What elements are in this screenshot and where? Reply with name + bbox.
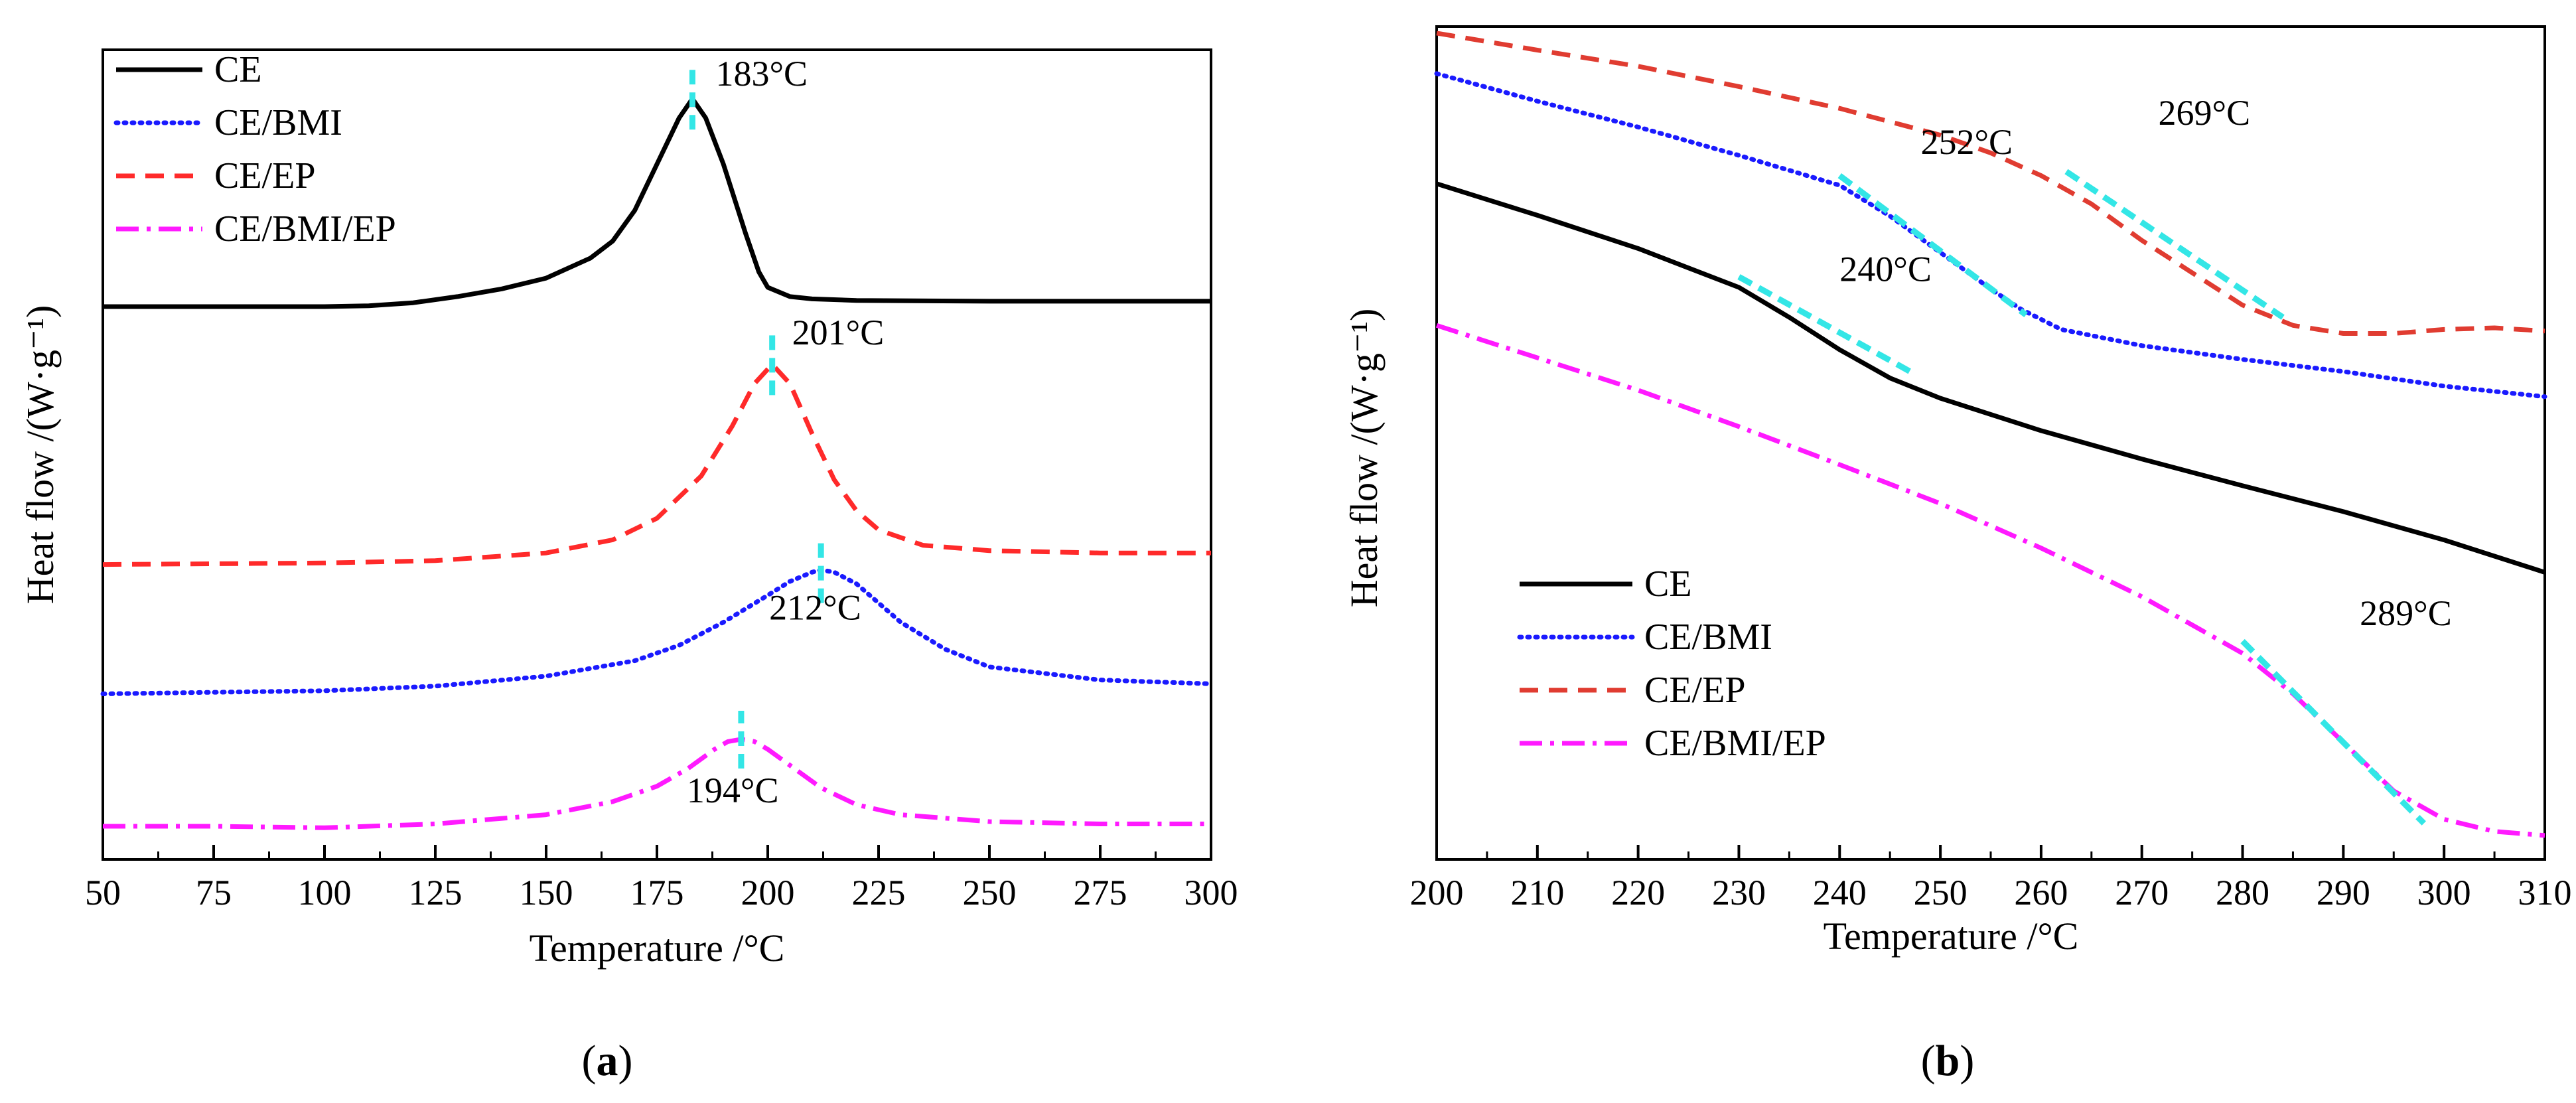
legend-label: CE/BMI (214, 102, 342, 143)
x-tick-label: 280 (2216, 873, 2269, 913)
x-tick-label: 260 (2014, 873, 2068, 913)
x-tick-label: 150 (520, 873, 573, 913)
legend-label: CE (1644, 563, 1692, 605)
annotation-label: 269°C (2159, 93, 2251, 133)
annotation-label: 240°C (1839, 250, 1932, 289)
markers-layer-a (689, 68, 824, 769)
annotation-label: 252°C (1920, 122, 2013, 162)
x-tick-label: 275 (1074, 873, 1127, 913)
x-tick-label: 100 (298, 873, 352, 913)
peak-marker (2240, 638, 2427, 826)
x-tick-label: 175 (630, 873, 684, 913)
legend-b: CE CE/BMI CE/EP CE/BMI/EP (1517, 563, 1826, 764)
legend-label: CE/EP (214, 155, 315, 196)
x-axis-title-a: Temperature /°C (530, 926, 785, 970)
annotation-label: 194°C (687, 771, 779, 810)
series-line-ce-bmi-ep (1435, 323, 2545, 838)
x-tick-label: 200 (741, 873, 795, 913)
x-tick-label: 75 (196, 873, 232, 913)
legend-label: CE/BMI/EP (214, 208, 396, 250)
x-tick-label: 300 (2417, 873, 2471, 913)
series-line-ce-bmi (1434, 71, 2547, 400)
legend-a: CE CE/BMI CE/EP CE/BMI/EP (113, 49, 396, 250)
x-tick-label: 50 (85, 873, 121, 913)
y-axis-title-b: Heat flow /(W·g⁻¹) (1342, 309, 1386, 608)
x-tick-label: 270 (2115, 873, 2169, 913)
annotation-label: 289°C (2360, 593, 2452, 633)
series-layer-a (100, 96, 1214, 830)
x-ticks-b: 200 210 220 230 240 250 260 270 280 290 300 310 (1410, 845, 2572, 913)
x-tick-label: 290 (2317, 873, 2370, 913)
x-axis-title-b: Temperature /°C (1824, 915, 2079, 958)
peak-marker (1737, 274, 1912, 374)
x-tick-label: 225 (852, 873, 906, 913)
series-line-ce (103, 96, 1211, 309)
annotations-layer-a: 183°C 201°C 212°C 194°C (687, 54, 884, 810)
panel-label-b: (b) (1921, 1037, 1975, 1085)
x-tick-label: 240 (1813, 873, 1867, 913)
annotation-label: 183°C (715, 54, 808, 94)
x-tick-label: 210 (1510, 873, 1564, 913)
series-line-ce-bmi-ep (103, 737, 1211, 830)
legend-label: CE/BMI (1644, 617, 1772, 658)
x-tick-label: 300 (1184, 873, 1238, 913)
annotations-layer-b: 240°C 252°C 269°C 289°C (1839, 93, 2452, 633)
legend-label: CE/BMI/EP (1644, 723, 1826, 764)
panel-a: 50 75 100 125 150 175 200 225 250 275 300 183°C 201… (19, 48, 1238, 1085)
peak-marker (1837, 173, 2028, 318)
peak-marker (2064, 169, 2285, 320)
series-line-ce-ep (1436, 31, 2545, 336)
x-tick-label: 250 (963, 873, 1017, 913)
y-axis-title-a: Heat flow /(W·g⁻¹) (19, 305, 62, 605)
panel-label-a: (a) (582, 1037, 633, 1085)
legend-label: CE (214, 49, 262, 90)
x-tick-label: 125 (409, 873, 463, 913)
x-tick-label: 200 (1410, 873, 1464, 913)
series-line-ce-bmi (100, 567, 1214, 696)
annotation-label: 201°C (792, 313, 885, 352)
x-tick-label: 250 (1914, 873, 1968, 913)
series-layer-b (1434, 31, 2547, 838)
markers-layer-b (1737, 169, 2427, 826)
x-ticks-a: 50 75 100 125 150 175 200 225 250 275 300 (85, 845, 1238, 913)
annotation-label: 212°C (769, 588, 861, 628)
panel-b: 200 210 220 230 240 250 260 270 280 290 300 310 240… (1342, 25, 2572, 1085)
legend-label: CE/EP (1644, 670, 1745, 711)
x-tick-label: 310 (2518, 873, 2572, 913)
series-line-ce-ep (102, 362, 1211, 567)
series-line-ce (1435, 181, 2546, 575)
x-tick-label: 230 (1712, 873, 1766, 913)
x-tick-label: 220 (1611, 873, 1665, 913)
